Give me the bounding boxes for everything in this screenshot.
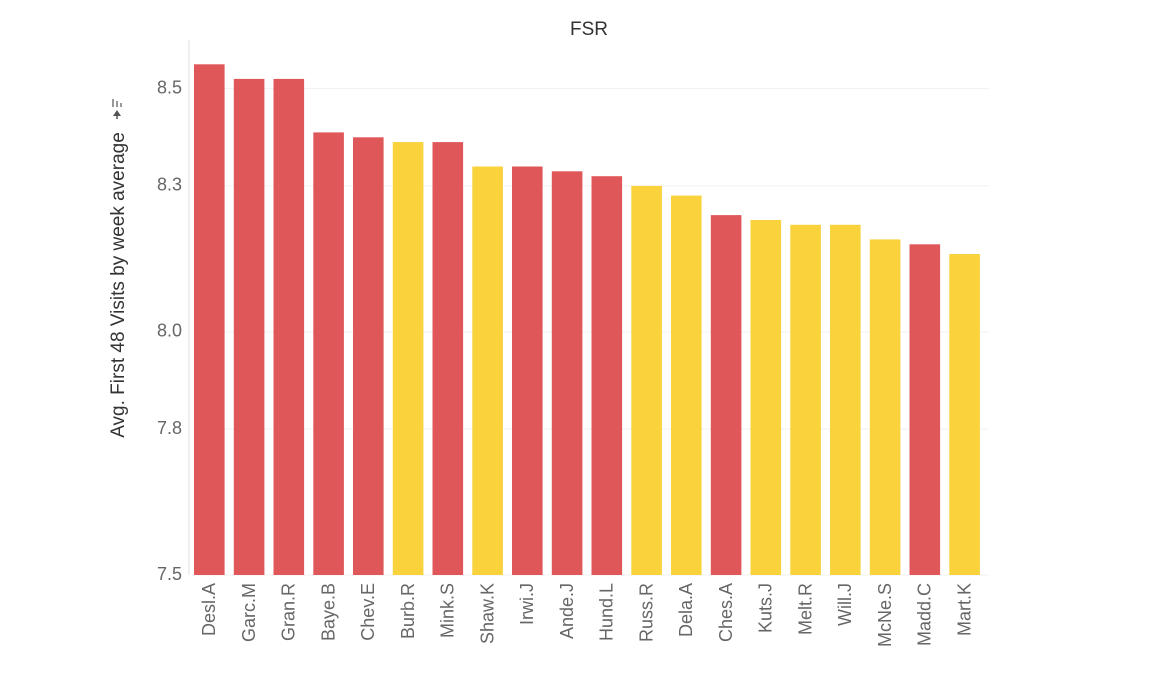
bar-layer <box>194 64 980 576</box>
x-tick-label: Garc.M <box>239 583 259 642</box>
bar-Shaw.K[interactable] <box>472 166 503 576</box>
x-tick-label: Will.J <box>835 583 855 626</box>
bar-Hund.L[interactable] <box>591 176 623 575</box>
bar-Chev.E[interactable] <box>353 137 384 576</box>
bar-Ande.J[interactable] <box>551 171 583 576</box>
x-tick-label: Madd.C <box>915 583 935 646</box>
x-axis-ticks: Desl.A Garc.M Gran.R Baye.B Chev.E Burb.R Mink… <box>199 583 974 647</box>
x-tick-label: Mart.K <box>954 583 974 636</box>
x-tick-label: Chev.E <box>358 583 378 641</box>
y-tick-label: 8.3 <box>157 175 182 195</box>
bar-Will.J[interactable] <box>830 224 861 576</box>
x-tick-label: Shaw.K <box>477 583 497 644</box>
bar-Mart.K[interactable] <box>949 254 980 575</box>
pin-sort-icon[interactable] <box>112 99 122 119</box>
y-tick-label: 7.8 <box>157 418 182 438</box>
x-tick-label: Desl.A <box>199 583 219 636</box>
y-axis-label[interactable]: Avg. First 48 Visits by week average <box>108 132 129 438</box>
x-tick-label: Hund.L <box>597 583 617 641</box>
x-tick-label: Dela.A <box>676 583 696 637</box>
x-tick-label: Irwi.J <box>517 583 537 625</box>
bar-Dela.A[interactable] <box>671 195 702 575</box>
x-tick-label: McNe.S <box>875 583 895 647</box>
chart-title: FSR <box>570 19 608 40</box>
bar-Madd.C[interactable] <box>909 244 941 576</box>
bar-Russ.R[interactable] <box>631 185 662 575</box>
x-tick-label: Ande.J <box>557 583 577 639</box>
bar-Kuts.J[interactable] <box>750 220 782 575</box>
x-tick-label: Melt.R <box>795 583 815 635</box>
y-axis-ticks: 7.5 7.8 8.0 8.3 8.5 <box>157 77 182 583</box>
bar-Melt.R[interactable] <box>790 224 821 576</box>
x-tick-label: Gran.R <box>279 583 299 641</box>
x-tick-label: Burb.R <box>398 583 418 639</box>
y-tick-label: 7.5 <box>157 564 182 584</box>
bar-Burb.R[interactable] <box>392 142 424 575</box>
bar-Desl.A[interactable] <box>194 64 225 576</box>
x-tick-label: Mink.S <box>438 583 458 638</box>
bar-Mink.S[interactable] <box>432 142 464 575</box>
x-tick-label: Kuts.J <box>756 583 776 633</box>
bar-Irwi.J[interactable] <box>512 166 543 576</box>
bar-Ches.A[interactable] <box>710 215 742 575</box>
bar-Gran.R[interactable] <box>273 78 305 576</box>
bar-Baye.B[interactable] <box>313 132 344 575</box>
x-tick-label: Ches.A <box>716 583 736 642</box>
x-tick-label: Russ.R <box>636 583 656 642</box>
bar-Garc.M[interactable] <box>233 78 265 576</box>
x-tick-label: Baye.B <box>318 583 338 641</box>
y-tick-label: 8.5 <box>157 77 182 97</box>
bar-McNe.S[interactable] <box>869 239 901 575</box>
y-tick-label: 8.0 <box>157 321 182 341</box>
